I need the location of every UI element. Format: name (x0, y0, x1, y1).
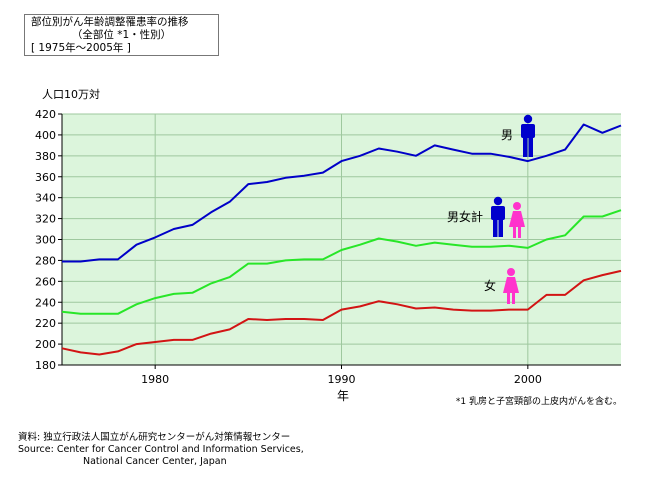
y-axis-label: 人口10万対 (42, 87, 100, 101)
source-en: Source: Center for Cancer Control and In… (18, 444, 304, 455)
x-tick-label: 1980 (141, 373, 169, 386)
y-tick-label: 380 (35, 150, 56, 163)
source-en-org: National Cancer Center, Japan (83, 456, 227, 467)
grid-lines (62, 113, 621, 365)
chart-subtitle: （全部位 *1・性別） (71, 29, 172, 41)
y-tick-label: 360 (35, 171, 56, 184)
series-line-male (62, 123, 622, 263)
female-figure-icon (509, 202, 525, 238)
y-tick-label: 200 (35, 338, 56, 351)
female-figure-icon (503, 268, 519, 304)
series-line-total (61, 209, 622, 315)
source-jp: 資料: 独立行政法人国立がん研究センターがん対策情報センター (18, 432, 291, 443)
male-figure-icon (491, 196, 505, 237)
y-tick-label: 420 (35, 108, 56, 121)
chart-title: 部位別がん年齢調整罹患率の推移 (31, 16, 189, 28)
y-tick-label: 240 (35, 296, 56, 309)
x-tick-label: 1990 (328, 373, 356, 386)
y-tick-label: 320 (35, 213, 56, 226)
series-layer (61, 123, 622, 356)
footnote: *1 乳房と子宮頸部の上皮内がんを含む。 (456, 395, 622, 407)
series-label-female: 女 (484, 278, 496, 293)
x-tick-label: 2000 (514, 373, 542, 386)
y-tick-label: 260 (35, 275, 56, 288)
y-tick-label: 220 (35, 317, 56, 330)
x-axis-label: 年 (337, 389, 349, 403)
y-tick-label: 280 (35, 254, 56, 267)
axes: 180 200 220 240 260 280 300 320 340 360 380 400 420 1… (35, 108, 621, 386)
series-label-male: 男 (501, 128, 513, 142)
male-figure-icon (521, 114, 535, 157)
series-line-female (61, 269, 622, 356)
chart-period: [ 1975年〜2005年 ] (31, 42, 131, 54)
y-tick-label: 300 (35, 234, 56, 247)
y-tick-label: 400 (35, 129, 56, 142)
chart-title-box: 部位別がん年齢調整罹患率の推移 （全部位 *1・性別） [ 1975年〜2005… (24, 14, 219, 56)
y-tick-label: 180 (35, 359, 56, 372)
series-label-total: 男女計 (447, 209, 483, 224)
y-tick-label: 340 (35, 192, 56, 205)
